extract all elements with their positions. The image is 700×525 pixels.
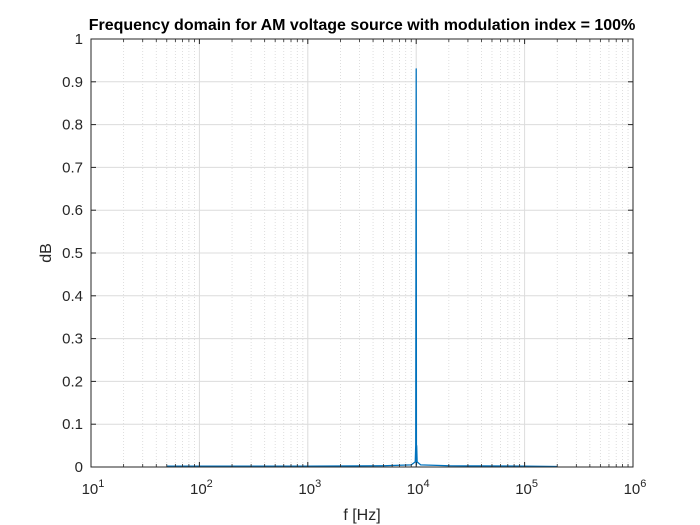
- y-tick-label: 0.3: [62, 331, 83, 348]
- x-tick-label: 103: [298, 478, 321, 498]
- series-line: [166, 68, 558, 468]
- x-tick-label: 105: [515, 478, 538, 498]
- y-axis-label: dB: [38, 243, 55, 263]
- y-tick-label: 0.5: [62, 245, 83, 262]
- x-axis-label: f [Hz]: [343, 507, 380, 524]
- x-tick-label: 106: [624, 478, 647, 498]
- x-tick-labels: 101 102 103 104 105 106: [82, 478, 647, 498]
- y-tick-labels: 0 0.1 0.2 0.3 0.4 0.5 0.6 0.7 0.8 0.9 1: [62, 31, 83, 476]
- y-tick-label: 0.8: [62, 117, 83, 134]
- tick-marks: [90, 38, 634, 468]
- series-layer: [166, 68, 558, 468]
- y-tick-label: 0.4: [62, 288, 83, 305]
- y-tick-label: 0.7: [62, 159, 83, 176]
- y-tick-label: 0.2: [62, 373, 83, 390]
- y-tick-label: 1: [75, 31, 83, 48]
- chart-title: Frequency domain for AM voltage source w…: [89, 17, 636, 34]
- x-tick-label: 102: [190, 478, 213, 498]
- y-tick-label: 0: [75, 459, 83, 476]
- y-tick-label: 0.1: [62, 416, 83, 433]
- x-tick-label: 101: [82, 478, 105, 498]
- major-grid: [90, 38, 634, 468]
- x-tick-label: 104: [407, 478, 430, 498]
- y-tick-label: 0.6: [62, 202, 83, 219]
- y-tick-label: 0.9: [62, 74, 83, 91]
